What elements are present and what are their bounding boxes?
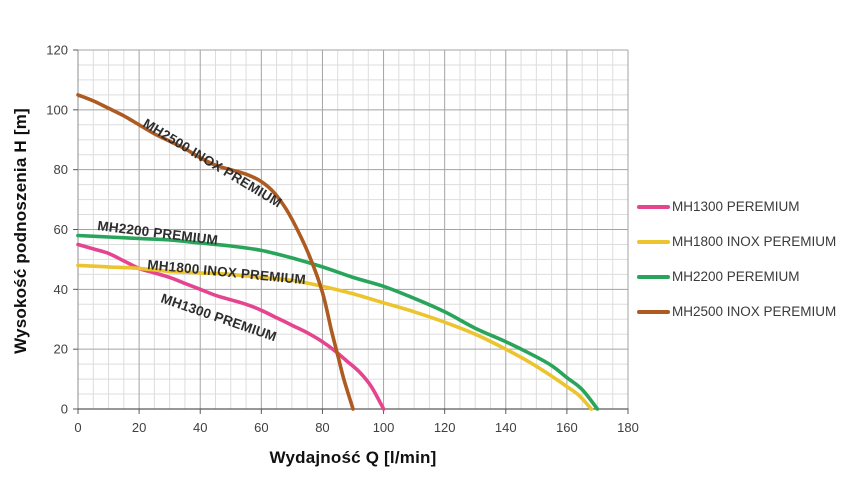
x-tick-label: 60 (254, 420, 268, 435)
legend-swatch-mh1800 (637, 239, 670, 244)
legend-item-mh2200: MH2200 PEREMIUM (637, 259, 836, 294)
legend-label-mh1300: MH1300 PEREMIUM (672, 199, 800, 214)
x-tick-label: 20 (132, 420, 146, 435)
curve-inline-label: MH2500 INOX PREMIUM (140, 116, 284, 211)
legend-item-mh1800: MH1800 INOX PEREMIUM (637, 224, 836, 259)
legend-swatch-mh2500 (637, 309, 670, 314)
legend-label-mh1800: MH1800 INOX PEREMIUM (672, 234, 837, 249)
curve-mh2200-premium (76, 233, 600, 411)
x-tick-label: 40 (193, 420, 207, 435)
x-tick-label: 0 (74, 420, 81, 435)
curve-mh2500-inox-premium (76, 93, 355, 411)
legend-label-mh2200: MH2200 PEREMIUM (672, 269, 800, 284)
y-tick-label: 20 (54, 342, 68, 357)
x-axis-title: Wydajność Q [l/min] (269, 448, 437, 467)
y-tick-label: 80 (54, 162, 68, 177)
legend-item-mh1300: MH1300 PEREMIUM (637, 189, 836, 224)
y-tick-label: 120 (46, 43, 68, 58)
legend-label-mh2500: MH2500 INOX PEREMIUM (672, 304, 837, 319)
legend-swatch-mh2200 (637, 274, 670, 279)
curve-mh1800-inox-premium (76, 263, 594, 411)
x-tick-label: 160 (556, 420, 578, 435)
curve-inline-label: MH1800 INOX PREMIUM (147, 257, 307, 287)
curve-mh1300-premium (76, 242, 386, 411)
y-tick-label: 0 (61, 402, 68, 417)
x-tick-label: 80 (315, 420, 329, 435)
x-tick-label: 100 (373, 420, 395, 435)
curve-inline-label: MH1300 PREMIUM (159, 291, 279, 345)
x-tick-label: 180 (617, 420, 639, 435)
legend-item-mh2500: MH2500 INOX PEREMIUM (637, 294, 836, 329)
legend-swatch-mh1300 (637, 204, 670, 209)
x-tick-label: 140 (495, 420, 517, 435)
legend: MH1300 PEREMIUM MH1800 INOX PEREMIUM MH2… (637, 189, 836, 329)
y-axis-title: Wysokość podnoszenia H [m] (11, 108, 30, 354)
x-tick-label: 120 (434, 420, 456, 435)
y-tick-label: 40 (54, 282, 68, 297)
y-tick-label: 100 (46, 102, 68, 117)
y-tick-label: 60 (54, 222, 68, 237)
